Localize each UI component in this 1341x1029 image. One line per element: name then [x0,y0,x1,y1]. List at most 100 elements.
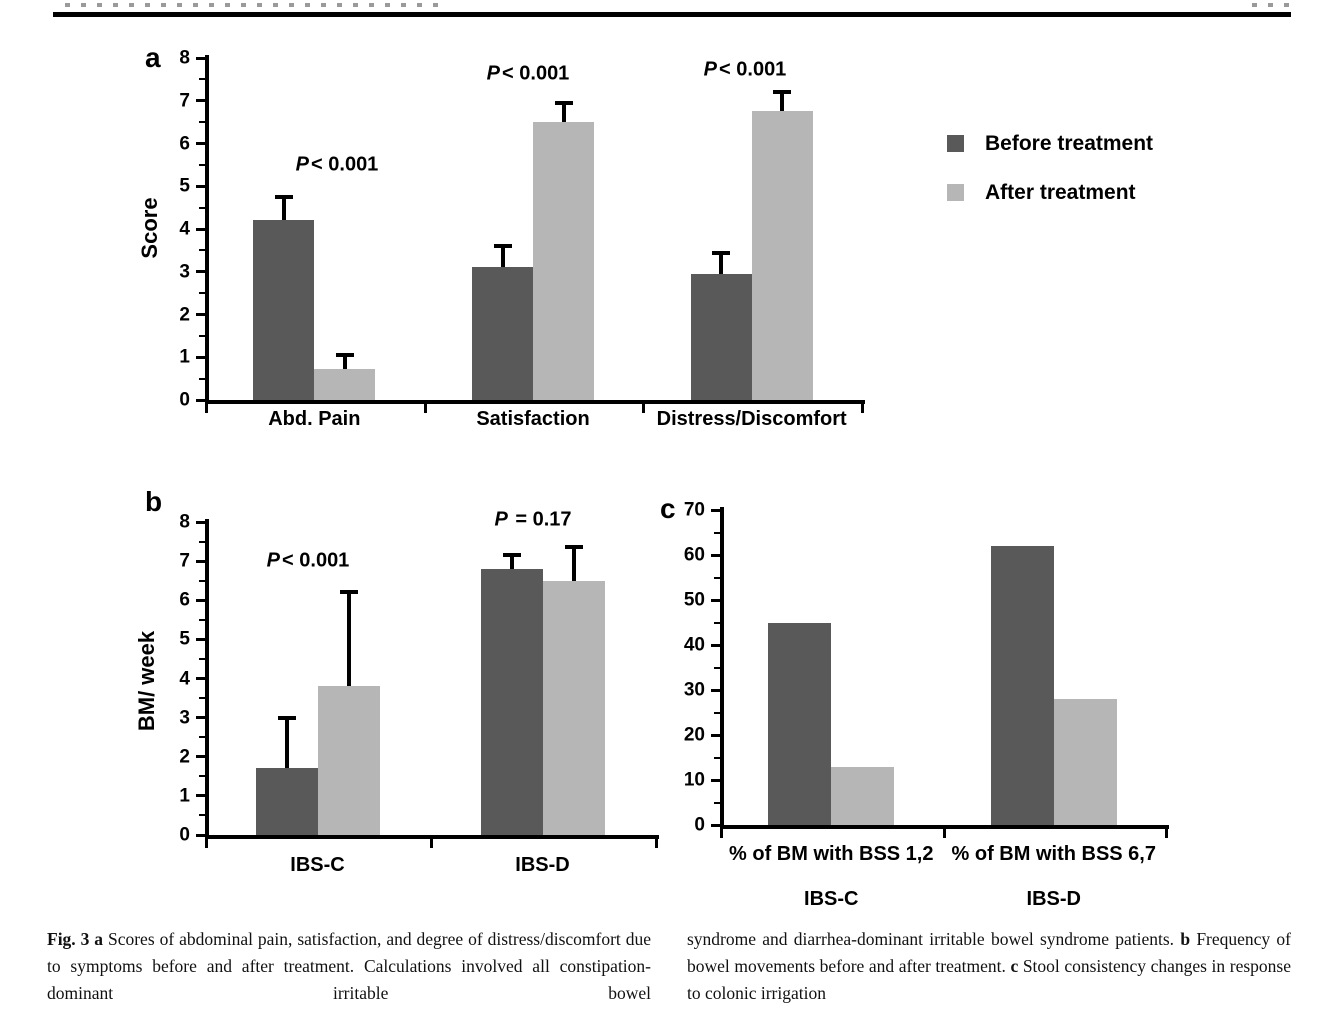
category-label-a-2: Distress/Discomfort [656,408,847,430]
y-tick-c [711,508,720,512]
bar-a-after-0 [314,368,376,402]
p-symbol: P [486,62,501,85]
y-minor-tick-c [714,576,720,579]
y-minor-tick-c [714,756,720,759]
bar-c-before-1 [990,546,1054,827]
y-tick-b [196,677,205,680]
caption-text-segment: Scores of abdominal pain, satisfaction, … [47,929,651,1003]
y-tick-label-c: 60 [683,544,705,566]
figure-caption-right-column: syndrome and diarrhea-dominant irritable… [687,926,1291,1007]
x-tick-a [423,404,427,413]
y-tick-b [196,598,205,602]
caption-bold-segment: b [1180,929,1197,949]
y-tick-label-b: 7 [179,550,190,572]
x-tick-c [1165,829,1168,838]
y-axis-c [720,507,724,829]
legend-swatch-before [947,135,964,152]
cropped-running-header-text [65,3,440,7]
x-tick-b [205,839,208,848]
error-bar-cap-b-1-0 [339,590,358,595]
y-minor-tick-b [199,657,205,660]
y-tick-c [711,643,720,647]
error-bar-line-a-0-2 [719,252,724,274]
error-bar-line-a-1-0 [342,355,347,369]
y-tick-label-c: 50 [683,589,705,611]
y-minor-tick-a [199,206,205,209]
category-label-b-1: IBS-D [515,854,570,876]
p-value-b-0: P < 0.001 [266,549,350,572]
x-tick-a [205,404,208,413]
y-minor-tick-b [199,736,205,739]
y-tick-label-a: 4 [179,218,190,240]
error-bar-cap-a-0-2 [712,250,731,255]
p-symbol: P [266,549,281,572]
y-tick-label-b: 8 [179,511,190,533]
p-symbol: P [703,58,718,81]
error-bar-cap-a-0-0 [274,194,293,199]
y-tick-b [196,716,205,720]
p-value-a-0: P < 0.001 [295,153,379,176]
y-tick-b [196,637,205,641]
error-bar-line-a-1-2 [780,92,785,112]
y-minor-tick-c [714,666,720,669]
y-tick-c [711,598,720,602]
figure-caption-left-column: Fig. 3 a Scores of abdominal pain, satis… [47,926,651,1007]
error-bar-cap-a-1-1 [554,100,573,105]
category-label-a-0: Abd. Pain [268,408,361,430]
y-tick-label-a: 1 [179,346,190,368]
y-minor-tick-a [199,163,205,166]
y-tick-label-b: 0 [179,824,190,846]
y-tick-c [711,778,720,782]
y-minor-tick-a [199,292,205,295]
x-tick-c [942,829,946,838]
error-bar-cap-b-0-1 [502,553,521,558]
bar-a-after-2 [751,111,813,402]
y-tick-b [196,755,205,759]
y-tick-label-b: 6 [179,589,190,611]
error-bar-cap-b-1-1 [564,545,583,550]
caption-text-segment: Stool consistency changes in response to… [687,956,1291,1003]
bar-c-after-1 [1053,699,1117,827]
x-axis-c [720,825,1169,829]
x-axis-a [205,400,865,404]
y-tick-label-c: 20 [683,724,705,746]
y-tick-label-a: 3 [179,261,190,283]
cropped-page-number [1252,3,1290,7]
caption-text-segment: Frequency of bowel movements before and … [687,929,1292,976]
error-bar-line-a-1-1 [561,102,566,123]
y-tick-label-b: 2 [179,746,190,768]
bar-b-after-0 [317,686,380,837]
p-value-a-1: P < 0.001 [486,62,570,85]
y-tick-b [196,794,205,798]
y-minor-tick-c [714,531,720,534]
category-label-c-0: % of BM with BSS 1,2 [729,843,934,865]
y-tick-a [196,398,205,402]
p-value-a-2: P < 0.001 [703,58,787,81]
y-minor-tick-c [714,621,720,624]
y-tick-label-a: 8 [179,47,190,69]
y-tick-label-b: 1 [179,785,190,807]
y-tick-a [196,270,205,274]
y-tick-label-a: 2 [179,304,190,325]
y-tick-b [196,520,205,524]
y-tick-label-b: 4 [179,668,190,689]
category-sublabel-c-1: IBS-D [1026,888,1081,910]
error-bar-cap-a-0-1 [493,244,512,249]
legend-swatch-after [947,184,964,201]
y-tick-a [196,227,205,231]
y-minor-tick-b [199,814,205,817]
y-tick-label-c: 0 [694,814,705,836]
error-bar-line-b-0-0 [284,717,289,769]
bar-a-after-1 [533,122,594,402]
bar-c-before-0 [768,622,832,827]
legend-label-before: Before treatment [985,132,1154,155]
error-bar-line-b-1-1 [571,547,576,581]
x-tick-b [655,839,658,848]
category-sublabel-c-0: IBS-C [804,888,859,910]
x-tick-a [642,404,646,413]
y-minor-tick-b [199,579,205,582]
y-minor-tick-a [199,249,205,252]
x-tick-b [430,839,433,848]
y-tick-b [196,833,205,837]
